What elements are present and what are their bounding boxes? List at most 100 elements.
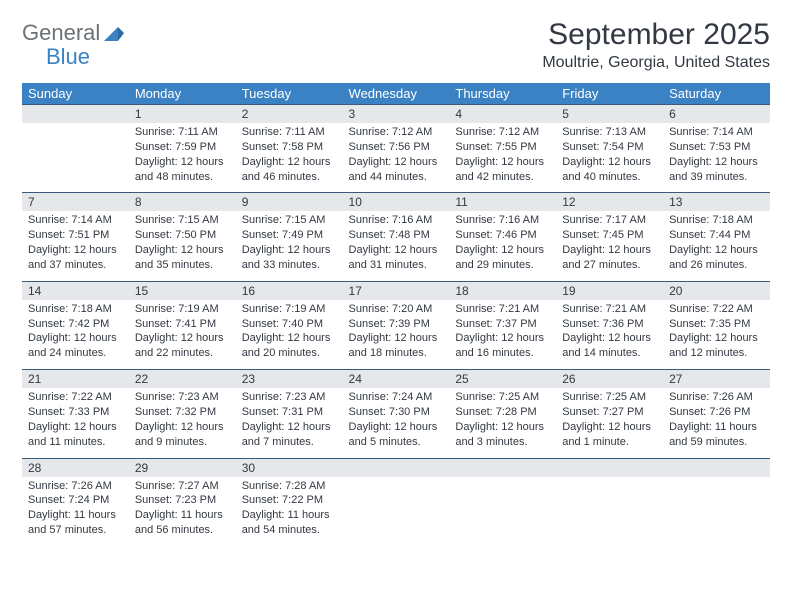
sunrise-text: Sunrise: 7:13 AM	[562, 125, 657, 140]
daylight-text-1: Daylight: 12 hours	[562, 155, 657, 170]
daylight-text-1: Daylight: 12 hours	[455, 155, 550, 170]
day-cell: Sunrise: 7:15 AMSunset: 7:49 PMDaylight:…	[236, 211, 343, 281]
sunset-text: Sunset: 7:53 PM	[669, 140, 764, 155]
day-number-row: 21222324252627	[22, 370, 770, 389]
day-cell: Sunrise: 7:16 AMSunset: 7:48 PMDaylight:…	[343, 211, 450, 281]
sunrise-text: Sunrise: 7:14 AM	[28, 213, 123, 228]
weekday-monday: Monday	[129, 83, 236, 105]
day-body-row: Sunrise: 7:18 AMSunset: 7:42 PMDaylight:…	[22, 300, 770, 370]
daylight-text-1: Daylight: 12 hours	[562, 331, 657, 346]
daylight-text-1: Daylight: 12 hours	[135, 331, 230, 346]
daylight-text-2: and 40 minutes.	[562, 170, 657, 185]
daylight-text-2: and 27 minutes.	[562, 258, 657, 273]
day-number-cell: 23	[236, 370, 343, 389]
sunrise-text: Sunrise: 7:22 AM	[669, 302, 764, 317]
sunset-text: Sunset: 7:44 PM	[669, 228, 764, 243]
daylight-text-2: and 42 minutes.	[455, 170, 550, 185]
sunrise-text: Sunrise: 7:11 AM	[135, 125, 230, 140]
day-number-cell: 21	[22, 370, 129, 389]
sunset-text: Sunset: 7:54 PM	[562, 140, 657, 155]
calendar-page: General September 2025 Moultrie, Georgia…	[0, 0, 792, 556]
sunrise-text: Sunrise: 7:12 AM	[349, 125, 444, 140]
logo-text-1: General	[22, 22, 100, 44]
weekday-saturday: Saturday	[663, 83, 770, 105]
daylight-text-2: and 35 minutes.	[135, 258, 230, 273]
sunrise-text: Sunrise: 7:18 AM	[28, 302, 123, 317]
daylight-text-2: and 31 minutes.	[349, 258, 444, 273]
daylight-text-2: and 54 minutes.	[242, 523, 337, 538]
day-number-cell: 3	[343, 105, 450, 124]
daylight-text-1: Daylight: 12 hours	[28, 243, 123, 258]
sunset-text: Sunset: 7:33 PM	[28, 405, 123, 420]
weekday-sunday: Sunday	[22, 83, 129, 105]
day-cell: Sunrise: 7:18 AMSunset: 7:42 PMDaylight:…	[22, 300, 129, 370]
day-number-row: 123456	[22, 105, 770, 124]
day-cell: Sunrise: 7:17 AMSunset: 7:45 PMDaylight:…	[556, 211, 663, 281]
sunset-text: Sunset: 7:46 PM	[455, 228, 550, 243]
day-number-cell: 1	[129, 105, 236, 124]
sunset-text: Sunset: 7:45 PM	[562, 228, 657, 243]
daylight-text-1: Daylight: 12 hours	[562, 420, 657, 435]
day-number-row: 14151617181920	[22, 281, 770, 300]
daylight-text-1: Daylight: 12 hours	[669, 155, 764, 170]
logo: General	[22, 18, 126, 44]
day-cell: Sunrise: 7:22 AMSunset: 7:35 PMDaylight:…	[663, 300, 770, 370]
daylight-text-1: Daylight: 12 hours	[349, 420, 444, 435]
day-cell: Sunrise: 7:27 AMSunset: 7:23 PMDaylight:…	[129, 477, 236, 546]
day-number-cell: 28	[22, 458, 129, 477]
daylight-text-2: and 11 minutes.	[28, 435, 123, 450]
sunset-text: Sunset: 7:50 PM	[135, 228, 230, 243]
daylight-text-2: and 37 minutes.	[28, 258, 123, 273]
daylight-text-1: Daylight: 12 hours	[135, 243, 230, 258]
day-number-cell: 9	[236, 193, 343, 212]
day-number-cell: 26	[556, 370, 663, 389]
daylight-text-1: Daylight: 12 hours	[455, 331, 550, 346]
calendar-body: 123456Sunrise: 7:11 AMSunset: 7:59 PMDay…	[22, 105, 770, 546]
daylight-text-1: Daylight: 12 hours	[349, 331, 444, 346]
daylight-text-2: and 33 minutes.	[242, 258, 337, 273]
daylight-text-2: and 20 minutes.	[242, 346, 337, 361]
day-cell: Sunrise: 7:11 AMSunset: 7:59 PMDaylight:…	[129, 123, 236, 193]
sunrise-text: Sunrise: 7:25 AM	[562, 390, 657, 405]
day-number-cell: 5	[556, 105, 663, 124]
day-cell: Sunrise: 7:24 AMSunset: 7:30 PMDaylight:…	[343, 388, 450, 458]
day-cell	[663, 477, 770, 546]
day-number-cell: 15	[129, 281, 236, 300]
daylight-text-1: Daylight: 12 hours	[669, 331, 764, 346]
daylight-text-2: and 22 minutes.	[135, 346, 230, 361]
day-number-cell: 22	[129, 370, 236, 389]
sunrise-text: Sunrise: 7:26 AM	[669, 390, 764, 405]
day-cell: Sunrise: 7:22 AMSunset: 7:33 PMDaylight:…	[22, 388, 129, 458]
weekday-header-row: Sunday Monday Tuesday Wednesday Thursday…	[22, 83, 770, 105]
sunset-text: Sunset: 7:40 PM	[242, 317, 337, 332]
day-cell	[343, 477, 450, 546]
daylight-text-2: and 46 minutes.	[242, 170, 337, 185]
daylight-text-1: Daylight: 12 hours	[135, 420, 230, 435]
sunrise-text: Sunrise: 7:14 AM	[669, 125, 764, 140]
day-cell: Sunrise: 7:18 AMSunset: 7:44 PMDaylight:…	[663, 211, 770, 281]
sunrise-text: Sunrise: 7:26 AM	[28, 479, 123, 494]
day-cell: Sunrise: 7:21 AMSunset: 7:37 PMDaylight:…	[449, 300, 556, 370]
weekday-wednesday: Wednesday	[343, 83, 450, 105]
daylight-text-1: Daylight: 12 hours	[669, 243, 764, 258]
sunset-text: Sunset: 7:26 PM	[669, 405, 764, 420]
daylight-text-2: and 57 minutes.	[28, 523, 123, 538]
sunrise-text: Sunrise: 7:18 AM	[669, 213, 764, 228]
day-cell: Sunrise: 7:13 AMSunset: 7:54 PMDaylight:…	[556, 123, 663, 193]
day-cell	[449, 477, 556, 546]
daylight-text-2: and 1 minute.	[562, 435, 657, 450]
day-cell: Sunrise: 7:12 AMSunset: 7:56 PMDaylight:…	[343, 123, 450, 193]
sunset-text: Sunset: 7:23 PM	[135, 493, 230, 508]
day-cell: Sunrise: 7:26 AMSunset: 7:26 PMDaylight:…	[663, 388, 770, 458]
sunrise-text: Sunrise: 7:16 AM	[349, 213, 444, 228]
day-number-cell: 25	[449, 370, 556, 389]
sunrise-text: Sunrise: 7:23 AM	[242, 390, 337, 405]
daylight-text-2: and 24 minutes.	[28, 346, 123, 361]
day-number-cell: 4	[449, 105, 556, 124]
day-number-cell: 17	[343, 281, 450, 300]
day-body-row: Sunrise: 7:26 AMSunset: 7:24 PMDaylight:…	[22, 477, 770, 546]
sunset-text: Sunset: 7:35 PM	[669, 317, 764, 332]
day-number-cell: 7	[22, 193, 129, 212]
sunset-text: Sunset: 7:36 PM	[562, 317, 657, 332]
daylight-text-2: and 5 minutes.	[349, 435, 444, 450]
